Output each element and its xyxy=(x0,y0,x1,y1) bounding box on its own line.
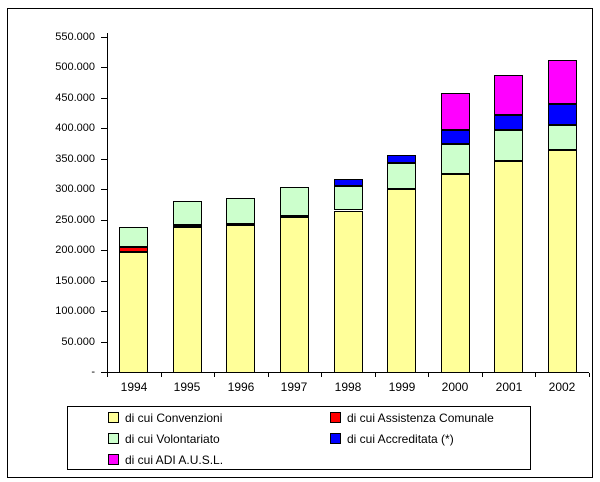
legend-label: di cui Convenzioni xyxy=(125,410,223,425)
x-axis-tick xyxy=(268,373,269,377)
x-axis-label: 2000 xyxy=(441,380,469,394)
bar-1997-di-cui-convenzioni xyxy=(280,217,309,373)
y-axis-tick-label: 100.000 xyxy=(55,305,95,317)
y-axis-tick xyxy=(101,342,107,343)
bar-1995-di-cui-volontariato xyxy=(173,201,202,225)
bar-1998-di-cui-accreditata xyxy=(334,179,363,186)
x-axis-label: 1995 xyxy=(173,380,201,394)
x-axis-label: 1997 xyxy=(280,380,308,394)
x-axis-tick xyxy=(482,373,483,377)
y-axis-tick xyxy=(101,128,107,129)
convenzioni-swatch-icon xyxy=(108,412,119,423)
legend-item-convenzioni: di cui Convenzioni xyxy=(108,407,330,428)
assistenza-comunale-swatch-icon xyxy=(330,412,341,423)
legend-item-assistenza-comunale: di cui Assistenza Comunale xyxy=(330,407,530,428)
y-axis-tick-label: 300.000 xyxy=(55,183,95,195)
bar-1995-di-cui-assistenza-comunale xyxy=(173,225,202,227)
bar-2002-di-cui-accreditata xyxy=(548,104,577,125)
bar-2001-di-cui-adi-a-u-s-l xyxy=(494,75,523,115)
x-axis-label: 1996 xyxy=(227,380,255,394)
x-axis-tick xyxy=(428,373,429,377)
accreditata-swatch-icon xyxy=(330,433,341,444)
bar-1996-di-cui-convenzioni xyxy=(226,225,255,373)
bar-1995-di-cui-convenzioni xyxy=(173,227,202,373)
y-axis-tick xyxy=(101,220,107,221)
y-axis-tick-label: 550.000 xyxy=(55,31,95,43)
y-axis-tick-label: 250.000 xyxy=(55,214,95,226)
x-axis-tick xyxy=(214,373,215,377)
chart-outer-border xyxy=(7,8,593,478)
y-axis-tick xyxy=(101,250,107,251)
legend-item-accreditata: di cui Accreditata (*) xyxy=(330,428,530,449)
bar-2002-di-cui-volontariato xyxy=(548,125,577,150)
legend-label: di cui Assistenza Comunale xyxy=(347,410,494,425)
x-axis-tick xyxy=(589,373,590,377)
y-axis-tick-label: 450.000 xyxy=(55,92,95,104)
y-axis-tick-label: 500.000 xyxy=(55,61,95,73)
x-axis-label: 1994 xyxy=(120,380,148,394)
bar-2000-di-cui-accreditata xyxy=(441,130,470,144)
legend-label: di cui ADI A.U.S.L. xyxy=(125,452,224,467)
x-axis-label: 1998 xyxy=(334,380,362,394)
legend-label: di cui Accreditata (*) xyxy=(347,431,454,446)
bar-1998-di-cui-volontariato xyxy=(334,186,363,210)
bar-1999-di-cui-convenzioni xyxy=(387,189,416,373)
y-axis-tick-label: 150.000 xyxy=(55,275,95,287)
bar-1996-di-cui-volontariato xyxy=(226,198,255,224)
y-axis-tick-label: - xyxy=(91,366,95,378)
legend-item-volontariato: di cui Volontariato xyxy=(108,428,330,449)
y-axis-tick xyxy=(101,372,107,373)
adi-ausl-swatch-icon xyxy=(108,454,119,465)
bar-2000-di-cui-convenzioni xyxy=(441,174,470,373)
x-axis-label: 2001 xyxy=(495,380,523,394)
bar-2000-di-cui-volontariato xyxy=(441,144,470,174)
y-axis-tick-label: 350.000 xyxy=(55,153,95,165)
bar-2000-di-cui-adi-a-u-s-l xyxy=(441,93,470,130)
y-axis-tick-label: 400.000 xyxy=(55,122,95,134)
bar-2001-di-cui-convenzioni xyxy=(494,161,523,373)
x-axis-label: 2002 xyxy=(548,380,576,394)
x-axis-tick xyxy=(107,373,108,377)
chart-legend: di cui Convenzioni di cui Assistenza Com… xyxy=(67,406,531,470)
y-axis-tick xyxy=(101,37,107,38)
x-axis-tick xyxy=(375,373,376,377)
legend-item-adi-ausl: di cui ADI A.U.S.L. xyxy=(108,449,330,470)
bar-1994-di-cui-volontariato xyxy=(119,227,148,247)
bar-1994-di-cui-convenzioni xyxy=(119,252,148,373)
legend-label: di cui Volontariato xyxy=(125,431,220,446)
bar-1999-di-cui-accreditata xyxy=(387,155,416,163)
y-axis-tick-label: 50.000 xyxy=(61,336,95,348)
y-axis-line xyxy=(107,33,108,373)
x-axis-tick xyxy=(161,373,162,377)
bar-1999-di-cui-volontariato xyxy=(387,163,416,189)
y-axis-tick xyxy=(101,159,107,160)
volontariato-swatch-icon xyxy=(108,433,119,444)
bar-1994-di-cui-assistenza-comunale xyxy=(119,247,148,252)
bar-1998-di-cui-convenzioni xyxy=(334,211,363,373)
bar-1997-di-cui-volontariato xyxy=(280,187,309,216)
y-axis-tick-label: 200.000 xyxy=(55,244,95,256)
bar-2002-di-cui-adi-a-u-s-l xyxy=(548,60,577,104)
y-axis-tick xyxy=(101,189,107,190)
bar-2002-di-cui-convenzioni xyxy=(548,150,577,373)
x-axis-tick xyxy=(535,373,536,377)
y-axis-tick xyxy=(101,98,107,99)
y-axis-tick xyxy=(101,67,107,68)
bar-2001-di-cui-accreditata xyxy=(494,115,523,130)
x-axis-tick xyxy=(321,373,322,377)
bar-2001-di-cui-volontariato xyxy=(494,130,523,161)
y-axis-tick xyxy=(101,311,107,312)
x-axis-label: 1999 xyxy=(388,380,416,394)
y-axis-tick xyxy=(101,281,107,282)
